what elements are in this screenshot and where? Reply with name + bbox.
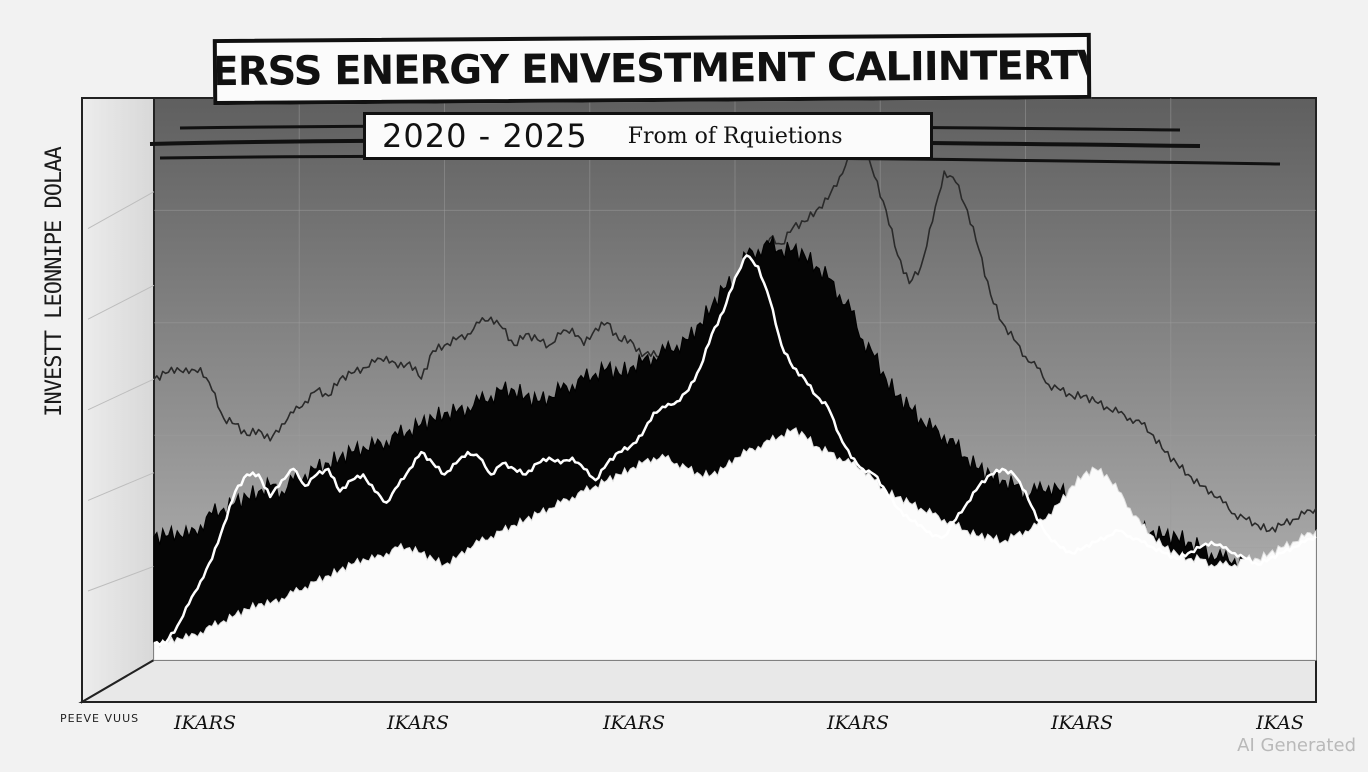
x-tick-label-3: IKARS <box>603 712 665 734</box>
chart-floor <box>78 659 1317 703</box>
series-area-light <box>153 427 1317 661</box>
corner-label: PEEVE VUUS <box>60 712 140 725</box>
chart-subtitle-note: From of Rquietions <box>627 123 843 149</box>
chart-subtitle-box: 2020 - 2025 From of Rquietions <box>363 112 933 160</box>
x-tick-label-2: IKARS <box>387 712 449 734</box>
y-axis-label: INVESTT LEONNIPE DOLAA <box>42 147 67 417</box>
series-line-white <box>153 254 1317 647</box>
chart-subtitle-range: 2020 - 2025 <box>382 117 588 155</box>
x-tick-label-5: IKARS <box>1051 712 1113 734</box>
watermark-ai-generated: AI Generated <box>1237 735 1356 756</box>
wall-ticks <box>87 191 155 592</box>
wall-gridline <box>87 472 155 501</box>
chart-left-wall <box>81 97 155 704</box>
wall-gridline <box>87 378 155 411</box>
wall-gridline <box>87 565 155 592</box>
x-tick-label-6: IKAS <box>1256 712 1304 734</box>
x-tick-label-1: IKARS <box>174 712 236 734</box>
wall-gridline <box>87 284 155 320</box>
x-tick-label-4: IKARS <box>827 712 889 734</box>
series-layer <box>153 142 1317 661</box>
chart-title: REVERSS ENERGY ENVESTMENT CALIINTERTVIAS <box>212 32 1092 106</box>
wall-gridline <box>87 191 155 230</box>
